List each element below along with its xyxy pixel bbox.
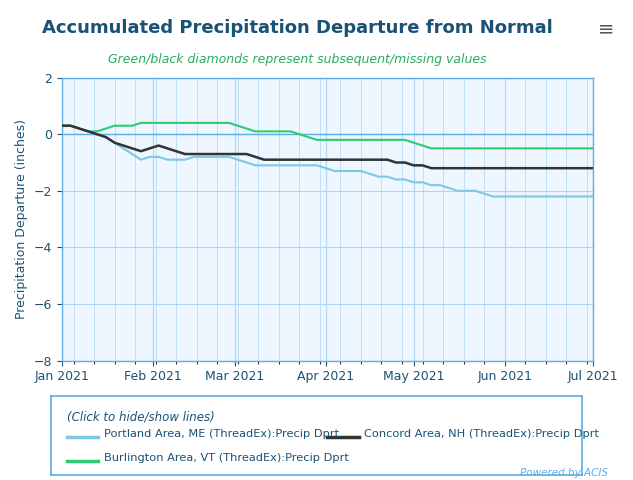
Text: Powered by ACIS: Powered by ACIS (520, 468, 608, 478)
Y-axis label: Precipitation Departure (inches): Precipitation Departure (inches) (15, 119, 28, 319)
Text: Accumulated Precipitation Departure from Normal: Accumulated Precipitation Departure from… (42, 19, 553, 37)
Text: Burlington Area, VT (ThreadEx):Precip Dprt: Burlington Area, VT (ThreadEx):Precip Dp… (104, 453, 349, 463)
Text: Green/black diamonds represent subsequent/missing values: Green/black diamonds represent subsequen… (108, 53, 487, 66)
Text: ≡: ≡ (598, 19, 614, 38)
Text: (Click to hide/show lines): (Click to hide/show lines) (66, 410, 215, 423)
Text: Portland Area, ME (ThreadEx):Precip Dprt: Portland Area, ME (ThreadEx):Precip Dprt (104, 429, 339, 439)
Text: Concord Area, NH (ThreadEx):Precip Dprt: Concord Area, NH (ThreadEx):Precip Dprt (365, 429, 599, 439)
